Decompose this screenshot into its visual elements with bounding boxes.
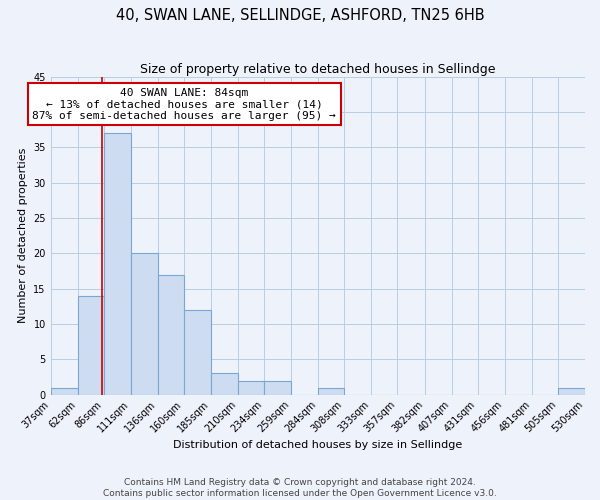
- X-axis label: Distribution of detached houses by size in Sellindge: Distribution of detached houses by size …: [173, 440, 463, 450]
- Bar: [264, 380, 291, 394]
- Title: Size of property relative to detached houses in Sellindge: Size of property relative to detached ho…: [140, 62, 496, 76]
- Bar: [78, 296, 104, 394]
- Y-axis label: Number of detached properties: Number of detached properties: [18, 148, 28, 324]
- Bar: [558, 388, 585, 394]
- Text: 40, SWAN LANE, SELLINDGE, ASHFORD, TN25 6HB: 40, SWAN LANE, SELLINDGE, ASHFORD, TN25 …: [116, 8, 484, 22]
- Bar: [50, 388, 78, 394]
- Bar: [238, 380, 264, 394]
- Bar: [184, 310, 211, 394]
- Text: Contains HM Land Registry data © Crown copyright and database right 2024.
Contai: Contains HM Land Registry data © Crown c…: [103, 478, 497, 498]
- Bar: [158, 274, 184, 394]
- Text: 40 SWAN LANE: 84sqm
← 13% of detached houses are smaller (14)
87% of semi-detach: 40 SWAN LANE: 84sqm ← 13% of detached ho…: [32, 88, 336, 121]
- Bar: [211, 374, 238, 394]
- Bar: [104, 133, 131, 394]
- Bar: [319, 388, 344, 394]
- Bar: [131, 254, 158, 394]
